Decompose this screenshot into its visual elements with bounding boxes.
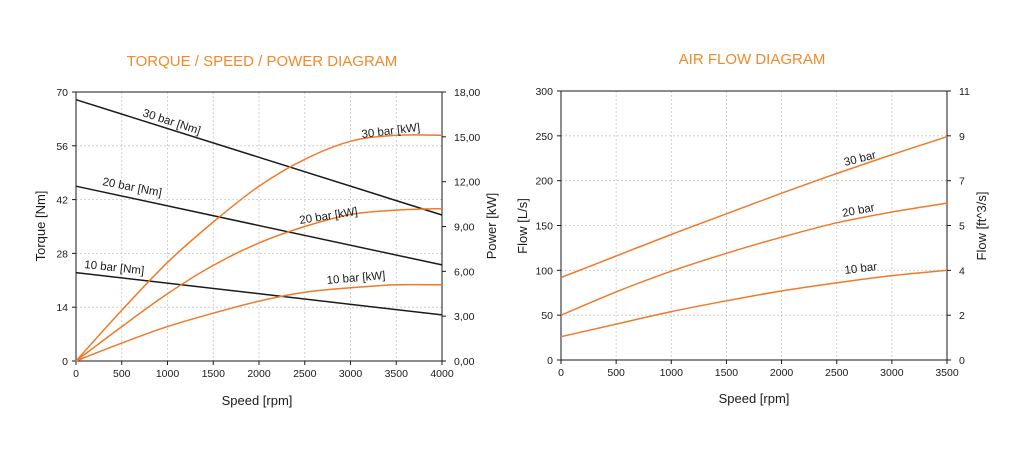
x-tick-label: 2000 [247,368,271,380]
series-label-20-bar-kw: 20 bar [kW] [299,206,359,227]
y2-tick-label: 12,00 [454,177,480,189]
x-tick-label: 1500 [715,367,739,379]
series-line-10-bar-nm [75,271,443,316]
x-tick-label: 3000 [880,367,904,379]
series-line-20-bar-nm [75,185,443,266]
series-line-30-bar [560,135,948,279]
y-tick-label: 100 [535,265,553,277]
x-tick-label: 2500 [825,367,849,379]
y-tick-label: 28 [56,248,68,260]
series-line-20-bar-kw [75,207,443,362]
y2-tick-label: 5 [959,221,965,233]
y-tick-label: 250 [535,131,553,143]
torque-chart-y2-label: Power [kW] [484,193,499,259]
x-tick-label: 4000 [430,368,454,380]
x-tick-label: 500 [607,367,625,379]
x-tick-label: 3500 [935,367,959,379]
airflow-chart-x-label: Speed [rpm] [719,391,790,406]
x-tick-label: 2500 [293,368,317,380]
y-tick-label: 50 [541,310,553,322]
y-tick-label: 0 [62,356,68,368]
y-tick-label: 56 [56,141,68,153]
x-tick-label: 2000 [770,367,794,379]
y-tick-label: 0 [547,355,553,367]
y2-tick-label: 6,00 [454,266,475,278]
y2-tick-label: 11 [959,86,970,98]
x-tick-label: 3500 [385,368,409,380]
series-line-10-bar [560,269,948,338]
x-tick-label: 3000 [339,368,363,380]
series-label-10-bar-kw: 10 bar [kW] [326,270,386,287]
series-line-30-bar-kw [75,134,443,362]
series-label-10-bar: 10 bar [844,261,878,277]
y2-tick-label: 0,00 [454,356,475,368]
y2-tick-label: 4 [959,265,965,277]
x-tick-label: 1500 [202,368,226,380]
airflow-chart-y2-label: Flow [ft^3/s] [974,192,989,261]
air-flow-plot: 0 500 1000 1500 2000 2500 3000 3500050100150200… [535,86,970,379]
series-line-10-bar-kw [75,283,443,362]
torque-chart-title: TORQUE / SPEED / POWER DIAGRAM [127,53,398,70]
airflow-chart-title: AIR FLOW DIAGRAM [679,51,826,68]
airflow-chart-y-label: Flow [L/s] [515,198,530,254]
x-tick-label: 1000 [660,367,684,379]
torque-speed-power-plot: 0 500 1000 1500 2000 2500 3000 3500 4000 0 14 28 42 5… [56,87,480,380]
y2-tick-label: 9,00 [454,222,475,234]
y-tick-label: 70 [56,87,68,99]
x-tick-label: 1000 [156,368,180,380]
y2-tick-label: 3,00 [454,311,475,323]
x-tick-label: 0 [73,368,79,380]
y-tick-label: 14 [56,302,68,314]
series-label-20-bar-nm: 20 bar [Nm] [101,176,162,199]
y-tick-label: 150 [535,221,553,233]
torque-chart-y-label: Torque [Nm] [33,191,48,262]
y2-tick-label: 18,00 [454,87,480,99]
y2-tick-label: 2 [959,310,965,322]
series-line-30-bar-nm [75,98,443,216]
y-tick-label: 300 [535,86,553,98]
series-label-30-bar-kw: 30 bar [kW] [361,122,421,141]
x-tick-label: 500 [113,368,131,380]
series-label-20-bar: 20 bar [841,202,875,220]
x-tick-label: 0 [558,367,564,379]
y2-tick-label: 0 [959,355,965,367]
y-tick-label: 200 [535,176,553,188]
y2-tick-label: 7 [959,176,965,188]
torque-chart-x-label: Speed [rpm] [222,393,293,408]
y-tick-label: 42 [56,195,68,207]
series-line-20-bar [560,202,948,316]
y2-tick-label: 9 [959,131,965,143]
y2-tick-label: 15,00 [454,132,480,144]
